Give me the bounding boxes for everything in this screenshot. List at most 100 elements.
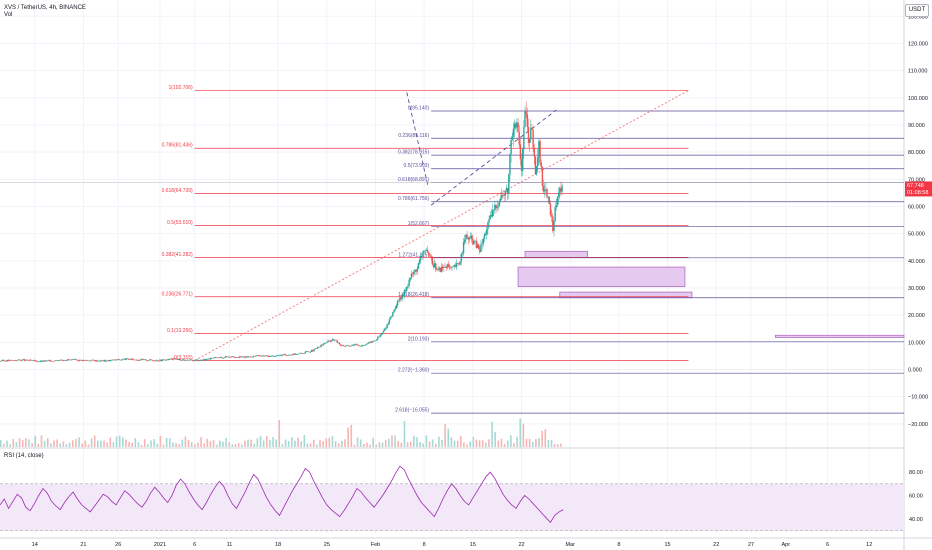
candle-body bbox=[378, 336, 380, 338]
candle-body bbox=[198, 360, 200, 362]
fib-extension-label: 0.382(78.915) bbox=[398, 150, 429, 156]
candle-body bbox=[356, 344, 358, 346]
volume-bar bbox=[284, 439, 287, 447]
candle-body bbox=[28, 359, 31, 361]
candle-body bbox=[226, 356, 228, 357]
volume-bar bbox=[128, 441, 130, 447]
volume-bar bbox=[106, 442, 108, 447]
candle-body bbox=[450, 266, 452, 268]
volume-bar bbox=[375, 444, 378, 447]
candle-body bbox=[160, 359, 162, 361]
volume-bar bbox=[209, 440, 212, 447]
volume-bar bbox=[269, 440, 271, 447]
candle-body bbox=[269, 356, 271, 357]
candle-body bbox=[77, 360, 80, 362]
candle-body bbox=[284, 354, 286, 356]
candle-body bbox=[188, 359, 190, 361]
candle-body bbox=[374, 340, 377, 342]
candle-body bbox=[324, 342, 327, 344]
candle-body bbox=[112, 359, 114, 361]
candle-body bbox=[421, 256, 423, 257]
candle-body bbox=[256, 355, 258, 356]
trendlines-layer bbox=[194, 90, 689, 361]
candle-body bbox=[319, 346, 321, 348]
volume-bar bbox=[190, 442, 193, 447]
y-tick-label: 110.000 bbox=[908, 69, 927, 75]
candle-body bbox=[255, 355, 257, 357]
volume-bar bbox=[222, 441, 224, 447]
candle-body bbox=[139, 360, 141, 361]
candle-body bbox=[194, 359, 197, 361]
candle-body bbox=[360, 345, 363, 347]
candle-body bbox=[513, 123, 516, 129]
candle-body bbox=[59, 359, 61, 361]
volume-bar bbox=[78, 437, 80, 447]
candle-body bbox=[342, 345, 344, 346]
fib-retracement-label: 1(102.706) bbox=[169, 85, 194, 91]
fib-extension-label: 1.272(41.115) bbox=[398, 252, 429, 258]
candle-body bbox=[561, 185, 563, 192]
candle-body bbox=[373, 340, 376, 342]
candle-body bbox=[245, 356, 247, 358]
volume-bar bbox=[212, 440, 215, 447]
volume-bar bbox=[513, 443, 515, 447]
volume-bar bbox=[560, 443, 562, 447]
candle-body bbox=[144, 359, 146, 360]
candle-body bbox=[295, 354, 298, 355]
volume-bar bbox=[522, 423, 525, 447]
candle-body bbox=[521, 149, 524, 171]
candle-body bbox=[417, 263, 420, 269]
candle-body bbox=[37, 361, 39, 363]
candle-body bbox=[154, 360, 156, 362]
currency-button[interactable]: USDT bbox=[905, 4, 929, 17]
volume-bar bbox=[303, 435, 306, 447]
candle-body bbox=[44, 360, 47, 362]
fibonacci-layer: 1(102.706) 0.786(81.436) 0.618(64.739) 0.5(… bbox=[162, 85, 904, 414]
candle-body bbox=[540, 162, 542, 167]
candle-body bbox=[391, 316, 393, 318]
volume-bar bbox=[71, 440, 74, 447]
candle-body bbox=[486, 229, 488, 235]
candle-body bbox=[435, 263, 437, 270]
candle-body bbox=[433, 263, 436, 268]
candle-body bbox=[96, 360, 98, 362]
candle-body bbox=[464, 239, 466, 243]
candle-body bbox=[240, 356, 242, 358]
volume-bar bbox=[553, 444, 556, 447]
candle-body bbox=[367, 342, 370, 344]
volume-bar bbox=[181, 439, 184, 447]
candle-body bbox=[279, 354, 281, 356]
candle-body bbox=[469, 235, 472, 238]
candle-body bbox=[131, 358, 134, 361]
candle-body bbox=[334, 339, 336, 341]
candle-body bbox=[436, 269, 438, 271]
volume-bar bbox=[350, 424, 353, 447]
volume-bar bbox=[3, 443, 5, 447]
candle-body bbox=[126, 358, 129, 360]
volume-bar bbox=[250, 439, 252, 447]
candle-body bbox=[48, 360, 50, 361]
candle-body bbox=[355, 344, 357, 345]
fib-extension-label: 0.786(61.756) bbox=[398, 196, 429, 202]
volume-bar bbox=[50, 443, 52, 447]
fib-extension-label: 1.618(26.418) bbox=[398, 292, 429, 298]
candle-body bbox=[494, 204, 496, 211]
y-tick-label: 10.000 bbox=[908, 340, 925, 346]
volume-bar bbox=[112, 442, 115, 447]
volume-bar bbox=[306, 443, 309, 447]
candle-body bbox=[149, 359, 151, 361]
candle-body bbox=[280, 354, 283, 356]
volume-bar bbox=[25, 438, 27, 447]
volume-bar bbox=[240, 444, 243, 447]
candle-body bbox=[267, 356, 270, 357]
candle-body bbox=[71, 359, 74, 360]
fib-extension-label: 0.5(73.903) bbox=[404, 163, 430, 169]
x-tick-label: 8 bbox=[617, 542, 620, 548]
candle-body bbox=[0, 360, 2, 362]
volume-bar bbox=[341, 440, 343, 447]
candle-body bbox=[411, 273, 414, 275]
candle-body bbox=[518, 131, 520, 145]
candle-body bbox=[520, 159, 523, 171]
candle-body bbox=[489, 215, 491, 219]
candle-body bbox=[321, 344, 323, 346]
